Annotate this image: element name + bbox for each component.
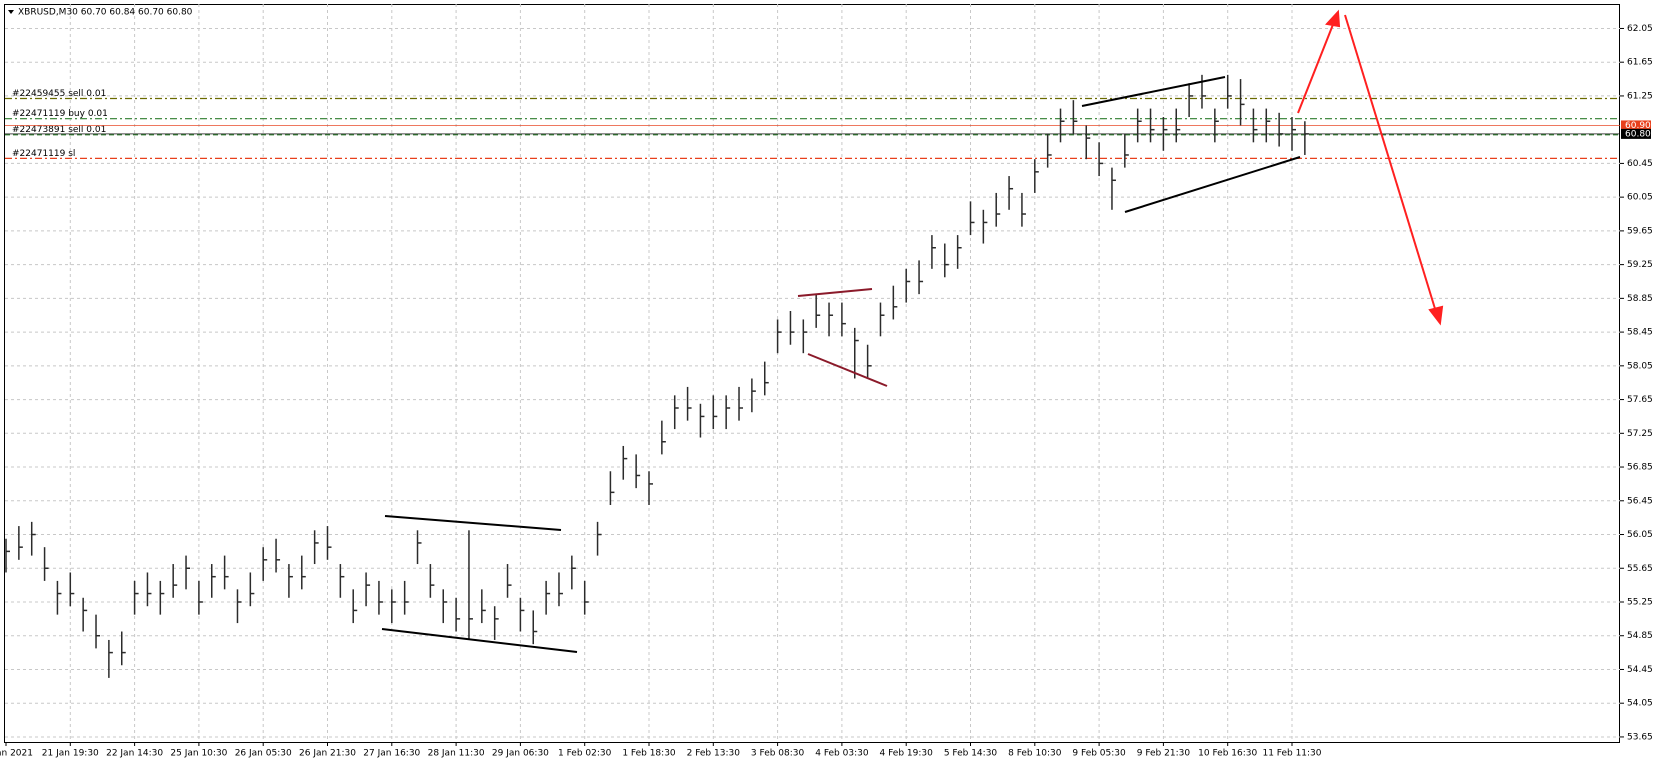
y-tick-label: 55.25 — [1627, 597, 1653, 607]
trendline — [797, 288, 873, 297]
trendline — [384, 515, 562, 531]
order-label: #22473891 sell 0.01 — [12, 125, 106, 135]
y-tick-label: 58.85 — [1627, 294, 1653, 304]
x-tick-label: 28 Jan 11:30 — [428, 749, 485, 759]
x-tick-label: 25 Jan 10:30 — [170, 749, 227, 759]
price-tag-label: 60.90 — [1625, 121, 1651, 131]
grid-layer — [5, 4, 1620, 742]
y-tick-label: 57.65 — [1627, 395, 1653, 405]
x-tick-label: 21 Jan 19:30 — [42, 749, 99, 759]
arrow-head — [1325, 9, 1341, 28]
x-tick-label: 9 Feb 05:30 — [1072, 749, 1126, 759]
price-tag-label: 60.80 — [1625, 129, 1651, 139]
y-tick-label: 54.05 — [1627, 699, 1653, 709]
y-tick-label: 56.85 — [1627, 463, 1653, 473]
x-tick-label: 2 Feb 13:30 — [687, 749, 741, 759]
order-label: #22471119 buy 0.01 — [12, 109, 108, 119]
x-tick-label: 26 Jan 21:30 — [299, 749, 356, 759]
x-tick-label: 29 Jan 06:30 — [492, 749, 549, 759]
x-tick-label: 3 Feb 08:30 — [751, 749, 805, 759]
y-tick-label: 54.45 — [1627, 665, 1653, 675]
x-tick-label: 27 Jan 16:30 — [363, 749, 420, 759]
x-tick-label: 21 Jan 2021 — [0, 749, 33, 759]
arrow — [1297, 21, 1335, 114]
order-label: #22459455 sell 0.01 — [12, 89, 106, 99]
y-tick-label: 62.05 — [1627, 24, 1653, 34]
x-tick-label: 1 Feb 18:30 — [622, 749, 676, 759]
arrow-head — [1428, 305, 1444, 326]
y-tick-label: 56.45 — [1627, 496, 1653, 506]
axis-layer: 53.65 54.05 54.45 54.85 55.25 55.65 56.05 56.45… — [0, 24, 1653, 759]
order-label: #22471119 sl — [12, 149, 75, 159]
x-tick-label: 1 Feb 02:30 — [558, 749, 612, 759]
x-tick-label: 4 Feb 03:30 — [815, 749, 869, 759]
x-tick-label: 10 Feb 16:30 — [1198, 749, 1257, 759]
x-tick-label: 11 Feb 11:30 — [1262, 749, 1321, 759]
price-tag — [1621, 128, 1651, 139]
y-tick-label: 60.45 — [1627, 159, 1653, 169]
y-tick-label: 53.65 — [1627, 732, 1653, 742]
y-tick-label: 59.25 — [1627, 260, 1653, 270]
x-tick-label: 8 Feb 10:30 — [1008, 749, 1062, 759]
trendline — [381, 628, 578, 653]
x-tick-label: 9 Feb 21:30 — [1137, 749, 1191, 759]
y-tick-label: 56.05 — [1627, 530, 1653, 540]
chart-header: XBRUSD,M30 60.70 60.84 60.70 60.80 — [8, 8, 193, 18]
x-tick-label: 5 Feb 14:30 — [944, 749, 998, 759]
y-tick-label: 55.65 — [1627, 564, 1653, 574]
x-tick-label: 4 Feb 19:30 — [880, 749, 934, 759]
trendline — [807, 353, 888, 387]
y-tick-label: 60.05 — [1627, 193, 1653, 203]
x-tick-label: 26 Jan 05:30 — [235, 749, 292, 759]
plot-frame — [4, 4, 1620, 743]
y-tick-label: 57.25 — [1627, 429, 1653, 439]
levels-layer: #22459455 sell 0.01 #22471119 buy 0.01 #22… — [5, 89, 1620, 159]
y-tick-label: 59.65 — [1627, 226, 1653, 236]
drawn-objects — [381, 9, 1444, 653]
y-tick-label: 58.45 — [1627, 328, 1653, 338]
y-tick-label: 54.85 — [1627, 631, 1653, 641]
header-toggle[interactable] — [8, 10, 14, 14]
arrow — [1344, 14, 1437, 313]
price-tag — [1621, 120, 1651, 131]
trendline — [1081, 76, 1226, 107]
y-tick-label: 61.25 — [1627, 91, 1653, 101]
y-tick-label: 61.65 — [1627, 58, 1653, 68]
bars-layer — [5, 74, 1309, 678]
trendline — [1124, 156, 1301, 213]
y-tick-label: 58.05 — [1627, 361, 1653, 371]
chart-title: XBRUSD,M30 60.70 60.84 60.70 60.80 — [18, 8, 193, 18]
x-tick-label: 22 Jan 14:30 — [106, 749, 163, 759]
